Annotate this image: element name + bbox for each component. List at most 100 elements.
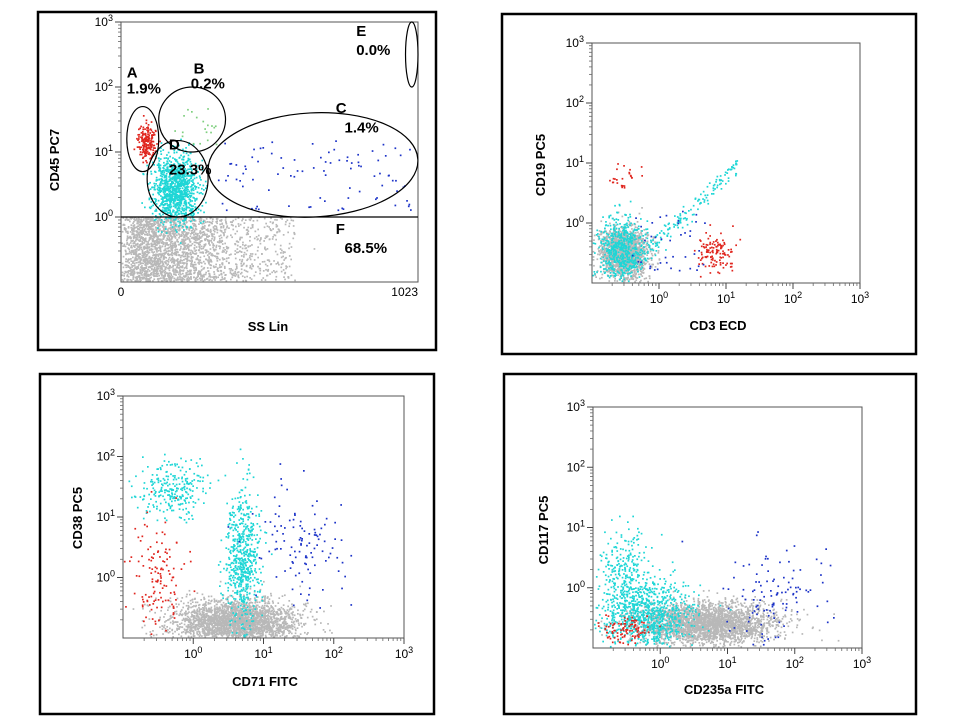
data-point <box>277 173 279 175</box>
data-point <box>160 241 163 244</box>
data-point <box>158 242 160 245</box>
data-point <box>222 247 225 249</box>
data-point <box>217 270 220 272</box>
data-point <box>134 236 137 239</box>
data-point <box>244 219 247 221</box>
data-point <box>199 279 202 281</box>
data-point <box>175 252 178 255</box>
data-point <box>135 252 137 255</box>
data-point <box>165 180 168 182</box>
data-point <box>165 163 168 166</box>
data-point <box>154 234 156 236</box>
data-point <box>220 225 223 228</box>
data-point <box>176 161 179 163</box>
data-point <box>165 174 167 177</box>
data-point <box>240 265 243 267</box>
data-point <box>174 171 177 174</box>
data-point <box>176 234 178 237</box>
data-point <box>160 232 163 235</box>
data-point <box>162 199 164 202</box>
data-point <box>199 273 202 275</box>
data-point <box>607 255 609 257</box>
data-point <box>156 262 159 265</box>
data-point <box>221 257 224 259</box>
data-point <box>200 265 203 268</box>
data-point <box>125 252 128 255</box>
data-point <box>265 268 267 271</box>
data-point <box>125 266 128 269</box>
data-point <box>145 146 148 148</box>
data-point <box>175 244 177 247</box>
data-point <box>172 169 174 171</box>
data-point <box>213 238 216 240</box>
data-point <box>191 222 194 225</box>
data-point <box>147 252 150 254</box>
data-point <box>204 128 206 130</box>
data-point <box>190 276 192 279</box>
data-point <box>148 140 150 143</box>
data-point <box>187 108 189 111</box>
data-point <box>185 234 187 237</box>
data-point <box>165 172 168 175</box>
data-point <box>155 255 157 257</box>
data-point <box>143 251 146 254</box>
data-point <box>183 236 186 239</box>
data-point <box>175 192 177 195</box>
data-point <box>136 271 138 274</box>
data-point <box>184 178 186 181</box>
data-point <box>212 246 214 249</box>
data-point <box>198 220 201 222</box>
data-point <box>346 156 349 159</box>
data-point <box>174 189 176 192</box>
data-point <box>127 270 130 272</box>
data-point <box>142 225 145 227</box>
data-point <box>179 204 181 207</box>
data-point <box>178 176 181 179</box>
data-point <box>151 235 153 238</box>
data-point <box>136 242 139 245</box>
data-point <box>193 247 196 249</box>
data-point <box>148 239 150 242</box>
data-point <box>150 173 153 175</box>
data-point <box>166 166 169 168</box>
data-point <box>188 219 191 222</box>
data-point <box>171 232 174 235</box>
data-point <box>183 193 186 195</box>
data-point <box>190 257 193 260</box>
data-point <box>648 277 651 280</box>
data-point <box>176 183 179 185</box>
data-point <box>172 270 175 272</box>
data-point <box>173 273 175 276</box>
data-point <box>145 122 148 125</box>
gate-label-A: A <box>127 65 138 82</box>
data-point <box>216 220 218 222</box>
data-point <box>160 271 162 273</box>
data-point <box>127 275 130 278</box>
data-point <box>143 267 146 269</box>
data-point <box>630 252 633 254</box>
data-point <box>213 228 216 230</box>
data-point <box>178 183 181 186</box>
data-point <box>179 235 181 238</box>
data-point <box>144 137 147 139</box>
data-point <box>136 225 139 228</box>
data-point <box>159 205 161 207</box>
data-point <box>592 250 595 253</box>
data-point <box>133 259 136 262</box>
data-point <box>199 247 201 249</box>
data-point <box>144 259 146 261</box>
data-point <box>205 251 207 254</box>
data-point <box>143 242 146 244</box>
data-point <box>657 252 660 254</box>
data-point <box>171 193 173 196</box>
data-point <box>223 258 226 260</box>
data-point <box>139 271 141 274</box>
data-point <box>201 222 204 225</box>
data-point <box>634 240 636 243</box>
data-point <box>178 194 181 197</box>
data-point <box>130 240 133 242</box>
data-point <box>157 228 160 231</box>
gate-layer: A1.9%B0.2%C1.4%D23.3%E0.0%F68.5% <box>121 21 419 257</box>
